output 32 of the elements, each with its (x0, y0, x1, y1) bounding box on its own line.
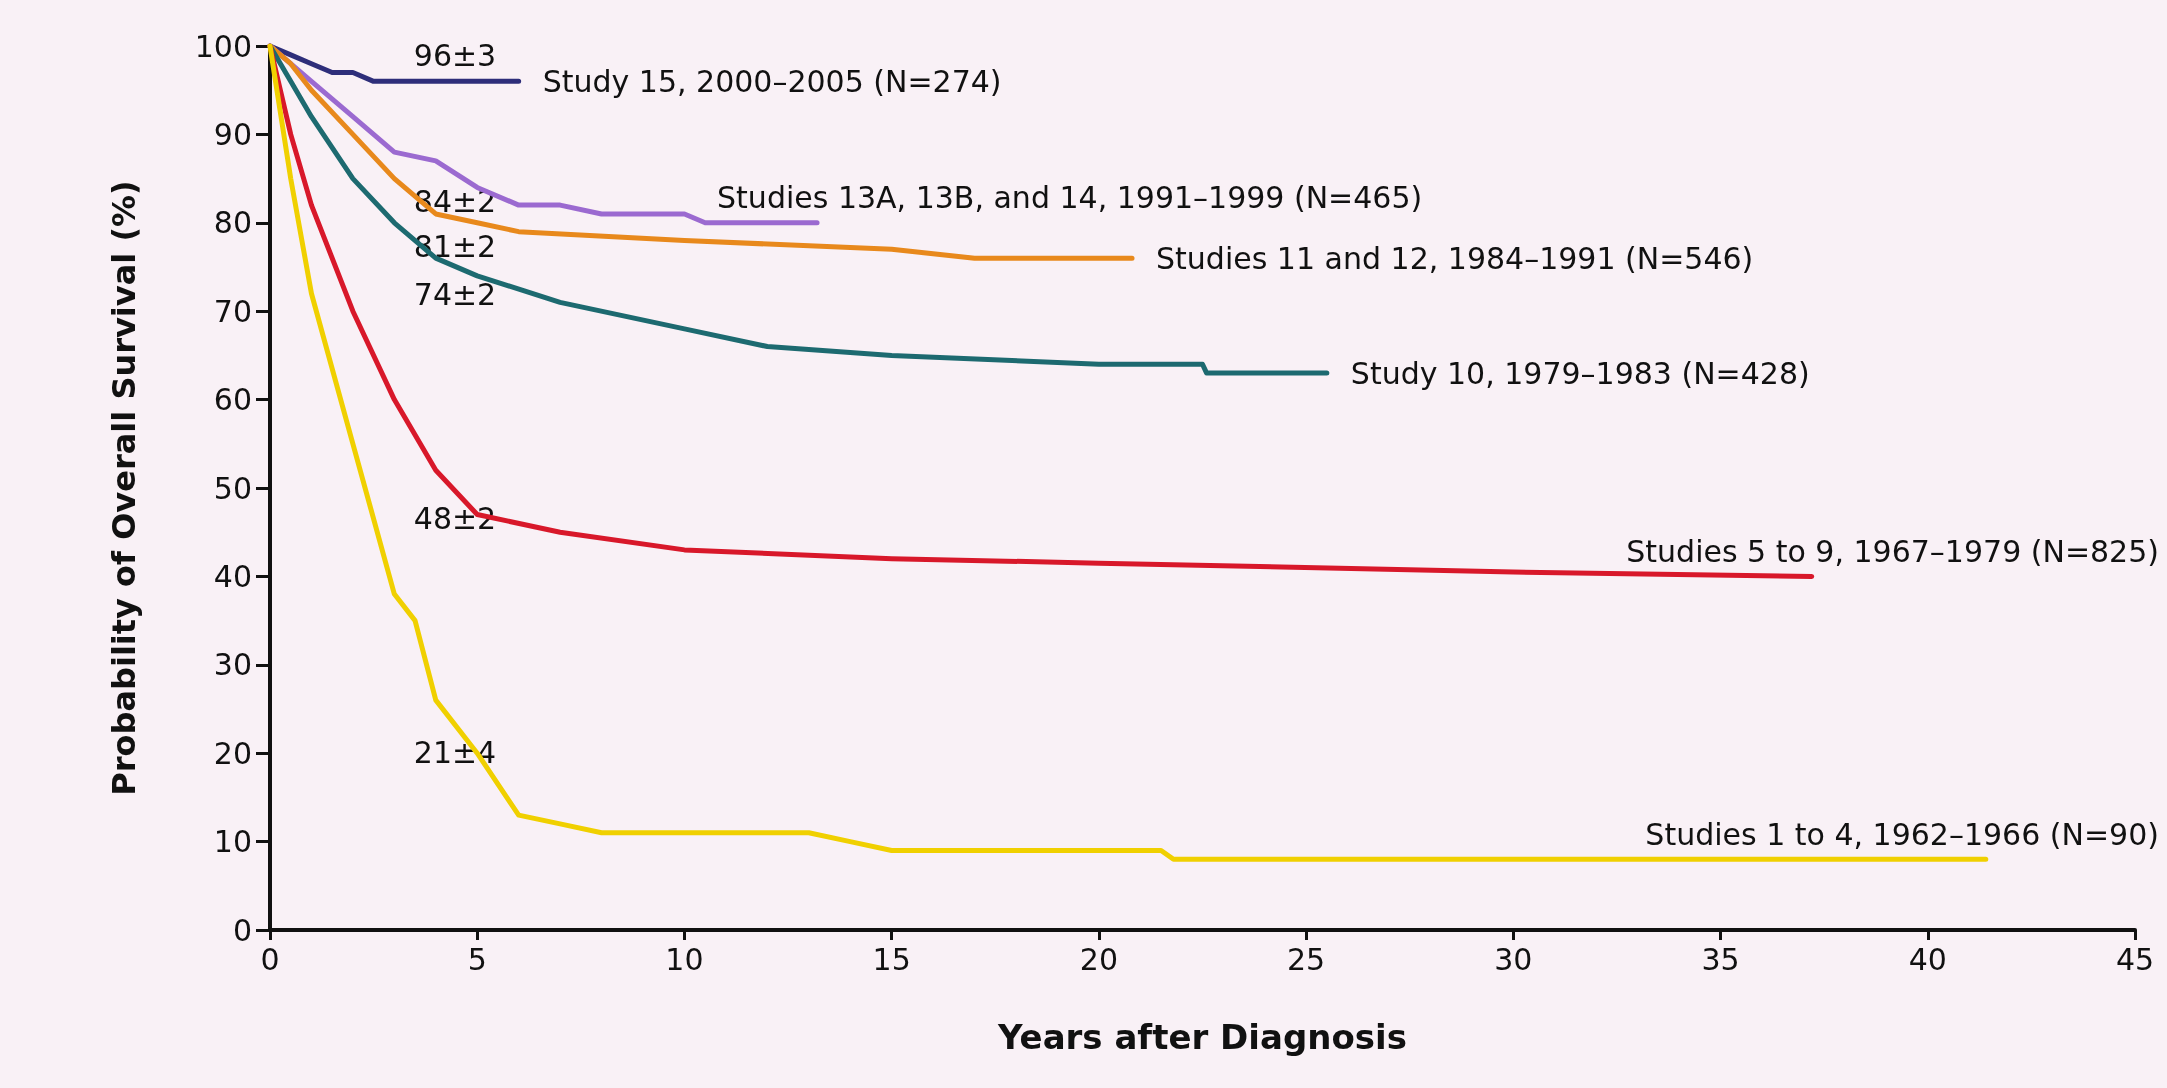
y-tick-label: 70 (213, 293, 252, 329)
x-tick-label: 20 (1079, 941, 1118, 977)
y-tick-label: 60 (213, 382, 252, 418)
x-tick-label: 5 (467, 941, 487, 977)
annotation: 96±3 (413, 37, 497, 73)
x-axis-title: Years after Diagnosis (997, 1017, 1407, 1057)
y-tick-label: 0 (232, 912, 252, 948)
series-label: Study 10, 1979–1983 (N=428) (1350, 355, 1810, 391)
y-tick-label: 30 (213, 647, 252, 683)
series-label: Studies 1 to 4, 1962–1966 (N=90) (1645, 816, 2159, 852)
x-tick-label: 10 (665, 941, 704, 977)
y-axis-title: Probability of Overall Survival (%) (105, 180, 143, 796)
x-tick-label: 0 (260, 941, 280, 977)
annotation: 74±2 (413, 276, 497, 312)
x-tick-label: 40 (1908, 941, 1947, 977)
x-tick-label: 35 (1701, 941, 1740, 977)
y-tick-label: 80 (213, 205, 252, 241)
x-tick-label: 30 (1494, 941, 1533, 977)
x-tick-label: 45 (2115, 941, 2155, 977)
y-tick-label: 10 (213, 824, 252, 860)
series-label: Studies 13A, 13B, and 14, 1991–1999 (N=465) (717, 180, 1423, 216)
annotation: 48±2 (413, 501, 497, 537)
x-tick-label: 25 (1287, 941, 1326, 977)
y-tick-label: 40 (213, 558, 252, 594)
y-tick-label: 90 (213, 116, 252, 152)
y-tick-label: 20 (213, 735, 252, 771)
series-label: Studies 11 and 12, 1984–1991 (N=546) (1156, 240, 1754, 276)
series-label: Studies 5 to 9, 1967–1979 (N=825) (1626, 533, 2159, 569)
x-tick-label: 15 (872, 941, 911, 977)
y-tick-label: 100 (194, 28, 252, 64)
y-tick-label: 50 (213, 470, 252, 506)
series-label: Study 15, 2000–2005 (N=274) (542, 63, 1002, 99)
